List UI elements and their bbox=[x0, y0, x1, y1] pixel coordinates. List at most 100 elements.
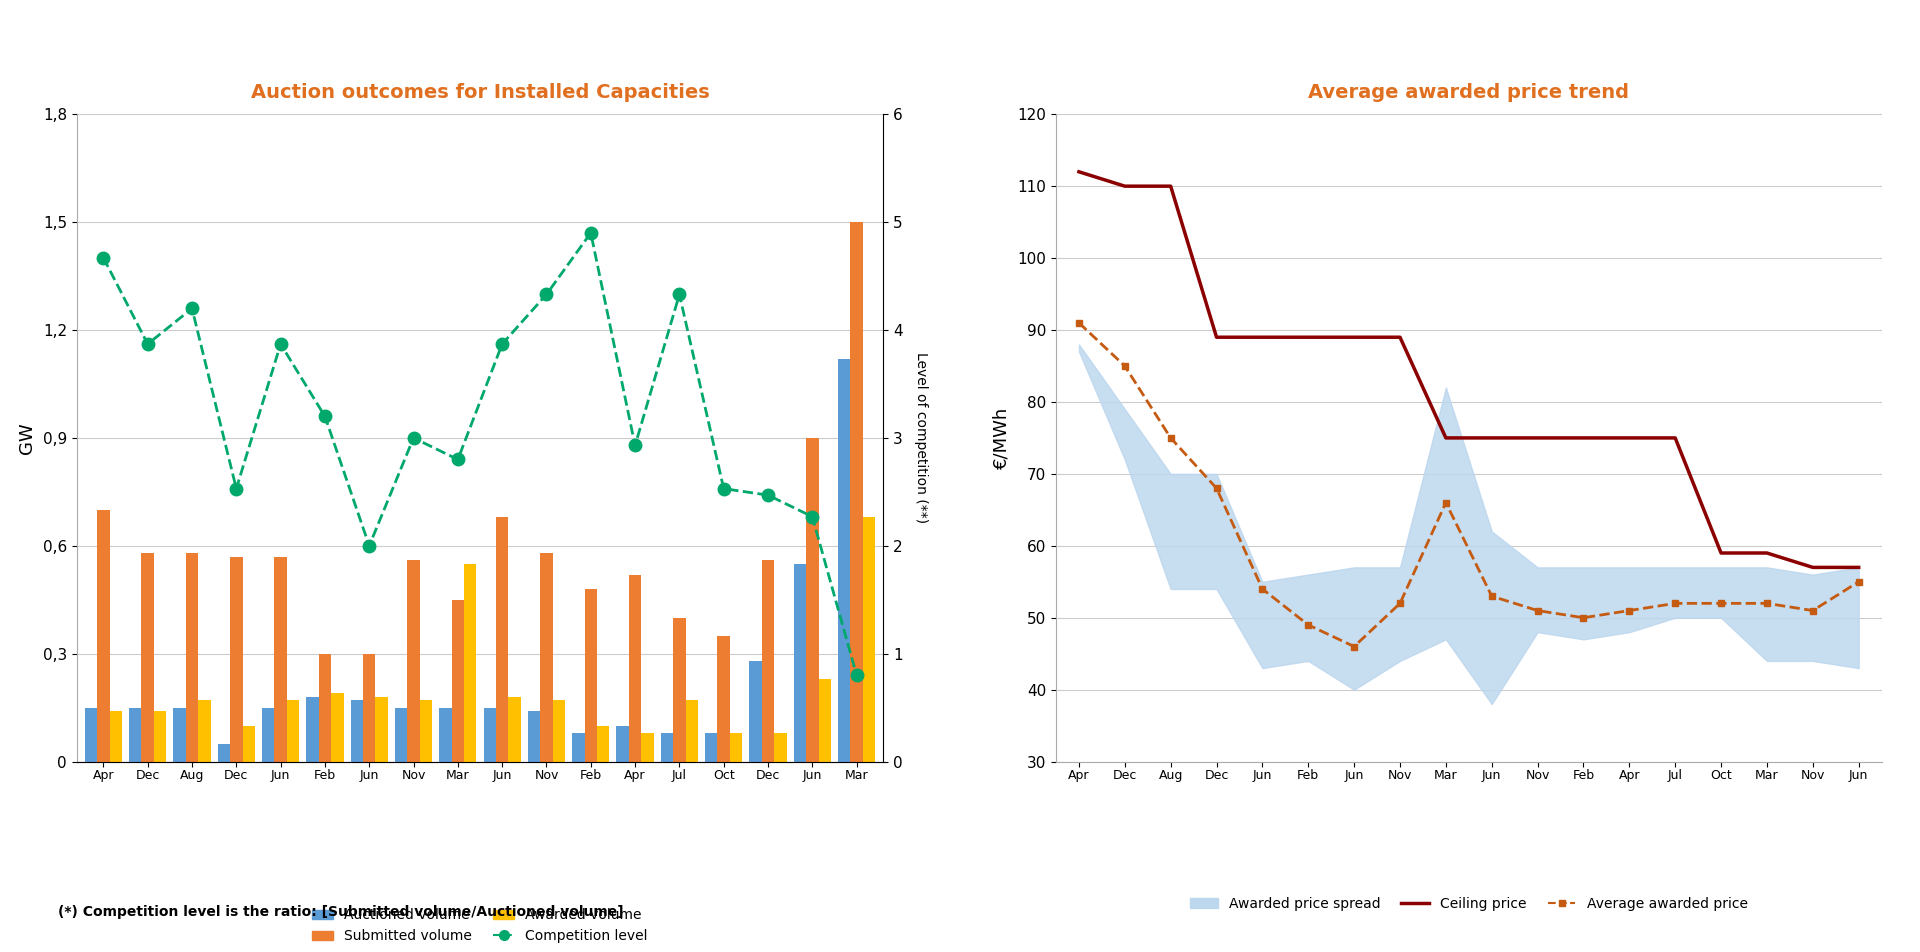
Title: Average awarded price trend: Average awarded price trend bbox=[1308, 83, 1630, 102]
Ceiling price bbox=[1296, 331, 1319, 343]
Average awarded price bbox=[1801, 605, 1824, 616]
Bar bbox=[440, 707, 451, 762]
Bar bbox=[98, 510, 109, 762]
Bar bbox=[286, 701, 300, 762]
Average awarded price bbox=[1388, 598, 1411, 609]
Bar bbox=[730, 733, 743, 762]
Line: Average awarded price: Average awarded price bbox=[1075, 319, 1862, 650]
Bar bbox=[774, 733, 787, 762]
Average awarded price bbox=[1619, 605, 1642, 616]
Bar bbox=[597, 725, 609, 762]
Bar bbox=[851, 222, 862, 762]
Average awarded price bbox=[1296, 619, 1319, 630]
Bar bbox=[616, 725, 630, 762]
Bar bbox=[230, 557, 242, 762]
Bar bbox=[319, 654, 330, 762]
Y-axis label: GW: GW bbox=[17, 422, 36, 454]
Bar bbox=[351, 701, 363, 762]
Average awarded price bbox=[1160, 432, 1183, 444]
Ceiling price bbox=[1572, 432, 1596, 444]
Ceiling price bbox=[1342, 331, 1365, 343]
Bar bbox=[142, 553, 154, 762]
Average awarded price bbox=[1572, 612, 1596, 624]
Title: Auction outcomes for Installed Capacities: Auction outcomes for Installed Capacitie… bbox=[252, 83, 708, 102]
Bar bbox=[198, 701, 211, 762]
Ceiling price bbox=[1663, 432, 1686, 444]
Average awarded price bbox=[1068, 317, 1091, 328]
Bar bbox=[465, 564, 476, 762]
Bar bbox=[484, 707, 495, 762]
Bar bbox=[307, 697, 319, 762]
Ceiling price bbox=[1114, 181, 1137, 192]
Bar bbox=[584, 589, 597, 762]
Bar bbox=[749, 661, 762, 762]
Bar bbox=[641, 733, 653, 762]
Legend: Auctioned volume, Submitted volume, Awarded volume, Competition level: Auctioned volume, Submitted volume, Awar… bbox=[307, 902, 653, 949]
Bar bbox=[572, 733, 584, 762]
Ceiling price bbox=[1068, 166, 1091, 177]
Bar bbox=[818, 679, 831, 762]
Line: Ceiling price: Ceiling price bbox=[1079, 171, 1859, 567]
Average awarded price bbox=[1709, 598, 1732, 609]
Text: (*) Competition level is the ratio: [Submitted volume/Auctioned volume]: (*) Competition level is the ratio: [Sub… bbox=[58, 904, 624, 919]
Bar bbox=[330, 693, 344, 762]
Average awarded price bbox=[1114, 360, 1137, 371]
Bar bbox=[660, 733, 674, 762]
Bar bbox=[862, 517, 876, 762]
Ceiling price bbox=[1847, 562, 1870, 573]
Average awarded price bbox=[1342, 641, 1365, 652]
Bar bbox=[242, 725, 255, 762]
Bar bbox=[275, 557, 286, 762]
Bar bbox=[718, 636, 730, 762]
Average awarded price bbox=[1755, 598, 1778, 609]
Bar bbox=[109, 711, 123, 762]
Bar bbox=[186, 553, 198, 762]
Bar bbox=[630, 575, 641, 762]
Bar bbox=[806, 438, 818, 762]
Average awarded price bbox=[1480, 590, 1503, 602]
Ceiling price bbox=[1160, 181, 1183, 192]
Bar bbox=[154, 711, 167, 762]
Bar bbox=[363, 654, 376, 762]
Bar bbox=[420, 701, 432, 762]
Bar bbox=[528, 711, 540, 762]
Ceiling price bbox=[1480, 432, 1503, 444]
Ceiling price bbox=[1252, 331, 1275, 343]
Average awarded price bbox=[1847, 576, 1870, 587]
Ceiling price bbox=[1206, 331, 1229, 343]
Y-axis label: €/MWh: €/MWh bbox=[993, 407, 1010, 469]
Bar bbox=[495, 517, 509, 762]
Average awarded price bbox=[1252, 584, 1275, 595]
Bar bbox=[837, 359, 851, 762]
Ceiling price bbox=[1388, 331, 1411, 343]
Bar bbox=[84, 707, 98, 762]
Bar bbox=[793, 564, 806, 762]
Bar bbox=[407, 560, 420, 762]
Average awarded price bbox=[1434, 497, 1457, 508]
Bar bbox=[217, 744, 230, 762]
Legend: Awarded price spread, Ceiling price, Average awarded price: Awarded price spread, Ceiling price, Ave… bbox=[1185, 891, 1753, 917]
Bar bbox=[129, 707, 142, 762]
Ceiling price bbox=[1526, 432, 1549, 444]
Average awarded price bbox=[1526, 605, 1549, 616]
Bar bbox=[685, 701, 699, 762]
Bar bbox=[540, 553, 553, 762]
Ceiling price bbox=[1755, 547, 1778, 559]
Ceiling price bbox=[1709, 547, 1732, 559]
Bar bbox=[509, 697, 520, 762]
Average awarded price bbox=[1206, 483, 1229, 494]
Bar bbox=[553, 701, 564, 762]
Bar bbox=[705, 733, 718, 762]
Bar bbox=[376, 697, 388, 762]
Ceiling price bbox=[1801, 562, 1824, 573]
Ceiling price bbox=[1619, 432, 1642, 444]
Bar bbox=[261, 707, 275, 762]
Y-axis label: Level of competition (**): Level of competition (**) bbox=[914, 352, 927, 524]
Average awarded price bbox=[1663, 598, 1686, 609]
Bar bbox=[451, 600, 465, 762]
Bar bbox=[762, 560, 774, 762]
Ceiling price bbox=[1434, 432, 1457, 444]
Bar bbox=[674, 618, 685, 762]
Bar bbox=[173, 707, 186, 762]
Bar bbox=[396, 707, 407, 762]
